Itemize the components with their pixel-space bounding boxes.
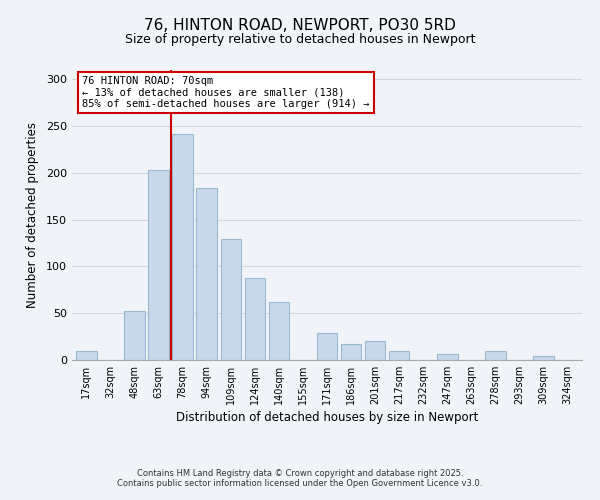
Bar [221, 240, 241, 360]
Y-axis label: Number of detached properties: Number of detached properties [26, 122, 39, 308]
Text: 76 HINTON ROAD: 70sqm
← 13% of detached houses are smaller (138)
85% of semi-det: 76 HINTON ROAD: 70sqm ← 13% of detached … [82, 76, 370, 109]
Bar [533, 356, 554, 360]
Bar [365, 342, 385, 360]
Bar [485, 350, 506, 360]
Bar [269, 302, 289, 360]
Bar [341, 344, 361, 360]
Bar [172, 134, 193, 360]
Bar [124, 312, 145, 360]
X-axis label: Distribution of detached houses by size in Newport: Distribution of detached houses by size … [176, 411, 478, 424]
Bar [148, 170, 169, 360]
Text: Contains public sector information licensed under the Open Government Licence v3: Contains public sector information licen… [118, 479, 482, 488]
Bar [389, 350, 409, 360]
Text: Size of property relative to detached houses in Newport: Size of property relative to detached ho… [125, 32, 475, 46]
Bar [76, 350, 97, 360]
Bar [196, 188, 217, 360]
Bar [437, 354, 458, 360]
Bar [245, 278, 265, 360]
Text: 76, HINTON ROAD, NEWPORT, PO30 5RD: 76, HINTON ROAD, NEWPORT, PO30 5RD [144, 18, 456, 32]
Text: Contains HM Land Registry data © Crown copyright and database right 2025.: Contains HM Land Registry data © Crown c… [137, 469, 463, 478]
Bar [317, 333, 337, 360]
